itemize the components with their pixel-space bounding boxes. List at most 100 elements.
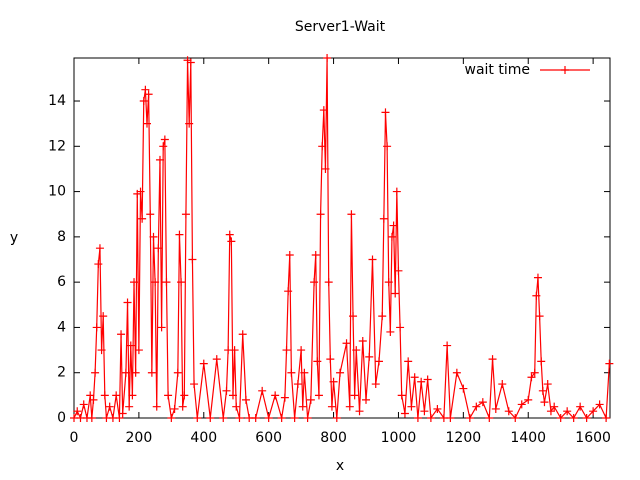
data-point	[504, 407, 513, 416]
x-tick-label: 0	[70, 430, 79, 446]
data-point	[511, 414, 520, 422]
x-axis-label: x	[336, 458, 344, 474]
data-point	[379, 214, 388, 223]
data-point	[488, 355, 497, 364]
y-tick-label: 8	[57, 229, 66, 245]
data-point	[199, 359, 208, 368]
y-tick-label: 10	[48, 184, 66, 200]
data-point	[389, 221, 398, 230]
data-point	[73, 407, 82, 416]
data-point	[605, 359, 614, 368]
y-tick-label: 6	[57, 274, 66, 290]
data-point	[426, 414, 435, 422]
data-point	[117, 330, 126, 339]
data-point	[394, 266, 403, 275]
data-point	[164, 391, 173, 400]
data-point	[316, 210, 325, 219]
data-point	[284, 287, 293, 296]
data-point	[212, 355, 221, 364]
data-point	[79, 400, 88, 409]
data-point	[87, 414, 96, 422]
data-point	[89, 395, 98, 404]
data-point	[159, 142, 168, 151]
data-point	[532, 291, 541, 300]
data-point	[420, 407, 429, 416]
data-point	[535, 312, 544, 321]
data-point	[232, 402, 241, 411]
data-point	[410, 373, 419, 382]
data-point	[543, 380, 552, 389]
data-point	[533, 273, 542, 282]
data-point	[384, 278, 393, 287]
data-point	[95, 244, 104, 253]
data-point	[128, 391, 137, 400]
data-point	[300, 368, 309, 377]
data-point	[105, 402, 114, 411]
data-point	[138, 214, 147, 223]
data-point	[423, 375, 432, 384]
data-point	[413, 414, 422, 422]
data-point	[146, 210, 155, 219]
legend-label: wait time	[465, 62, 531, 78]
data-point	[173, 368, 182, 377]
data-point	[306, 395, 315, 404]
data-point	[282, 346, 291, 355]
data-point	[155, 155, 164, 164]
data-point	[546, 407, 555, 416]
data-point	[190, 380, 199, 389]
data-point	[125, 402, 134, 411]
data-point	[517, 400, 526, 409]
data-point	[287, 368, 296, 377]
data-point	[162, 278, 171, 287]
data-point	[556, 414, 565, 422]
data-point	[342, 339, 351, 348]
data-point	[327, 402, 336, 411]
data-point	[303, 414, 312, 422]
data-point	[121, 368, 130, 377]
data-point	[310, 278, 319, 287]
data-point	[397, 391, 406, 400]
data-point	[323, 54, 332, 62]
data-point	[181, 210, 190, 219]
data-point	[112, 391, 121, 400]
data-point	[433, 404, 442, 413]
data-point	[595, 400, 604, 409]
data-point	[152, 402, 161, 411]
data-point	[498, 380, 507, 389]
data-point	[407, 402, 416, 411]
y-tick-label: 0	[57, 410, 66, 426]
data-point	[472, 402, 481, 411]
data-point	[175, 230, 184, 239]
data-point	[404, 357, 413, 366]
data-point	[134, 346, 143, 355]
data-point	[180, 391, 189, 400]
data-point	[530, 368, 539, 377]
data-point	[298, 402, 307, 411]
y-axis-label: y	[10, 230, 18, 246]
data-point	[193, 414, 202, 422]
data-point	[149, 232, 158, 241]
data-point	[100, 391, 109, 400]
data-point	[365, 352, 374, 361]
data-point	[491, 404, 500, 413]
data-point	[222, 386, 231, 395]
data-point	[241, 395, 250, 404]
data-point	[602, 414, 611, 422]
data-point	[188, 255, 197, 264]
data-point	[569, 414, 578, 422]
data-point	[311, 250, 320, 259]
y-tick-label: 14	[48, 93, 66, 109]
data-point	[329, 377, 338, 386]
data-point	[371, 380, 380, 389]
y-tick-label: 2	[57, 365, 66, 381]
data-point	[144, 90, 153, 99]
data-point	[347, 210, 356, 219]
data-point	[115, 414, 124, 422]
data-point	[92, 323, 101, 332]
data-point	[219, 414, 228, 422]
x-tick-label: 200	[126, 430, 153, 446]
data-point	[94, 260, 103, 269]
x-tick-label: 400	[190, 430, 217, 446]
data-point	[186, 58, 195, 67]
